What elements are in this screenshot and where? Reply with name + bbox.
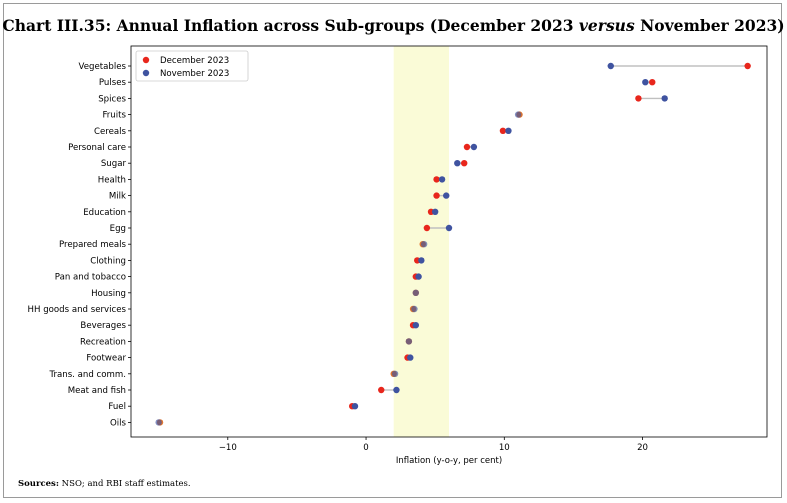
point-december <box>433 192 440 199</box>
plot-area <box>130 45 768 438</box>
y-tick-label: Spices <box>98 94 126 104</box>
legend-label: December 2023 <box>160 56 229 66</box>
legend-box <box>135 50 249 82</box>
y-tick-label: Trans. and comm. <box>48 370 126 380</box>
point-november <box>412 289 420 296</box>
point-december <box>744 62 751 70</box>
y-tick-label: Vegetables <box>79 62 127 72</box>
point-november <box>393 386 400 394</box>
point-november <box>420 241 428 248</box>
point-november <box>412 322 420 329</box>
y-tick-label: Prepared meals <box>59 240 127 250</box>
y-tick-label: Housing <box>91 289 126 299</box>
point-november <box>407 354 414 361</box>
y-tick-label: Recreation <box>80 337 126 347</box>
x-axis: −10 0 10 20 <box>219 437 648 453</box>
x-axis-label: Inflation (y-o-y, per cent) <box>396 456 502 466</box>
y-tick-label: Meat and fish <box>68 386 126 396</box>
x-tick-label: 20 <box>637 443 648 453</box>
point-november <box>514 111 522 118</box>
chart-frame <box>3 3 782 498</box>
point-december <box>378 386 385 394</box>
title-prefix: Chart III.35: Annual Inflation across Su… <box>2 16 579 35</box>
y-tick-label: Egg <box>110 224 126 234</box>
legend: December 2023 November 2023 <box>135 50 249 82</box>
y-tick-label: Oils <box>110 418 127 428</box>
point-november <box>415 273 422 280</box>
point-november <box>391 370 399 377</box>
y-tick-label: Fuel <box>108 402 126 412</box>
y-tick-label: Footwear <box>86 354 126 364</box>
point-november <box>470 143 478 151</box>
x-tick-label: −10 <box>219 443 237 453</box>
y-tick-label: Pan and tobacco <box>55 273 126 283</box>
point-december <box>423 224 431 232</box>
point-november <box>405 338 413 345</box>
legend-marker <box>142 69 150 77</box>
y-tick-label: Cereals <box>94 127 127 137</box>
point-december <box>635 95 642 102</box>
source-note: Sources: NSO; and RBI staff estimates. <box>18 479 191 489</box>
legend-marker <box>142 56 150 64</box>
point-december <box>649 79 656 86</box>
y-tick-label: Education <box>83 208 126 218</box>
title-versus: versus <box>578 16 635 35</box>
legend-label: November 2023 <box>160 69 229 79</box>
y-tick-label: Fruits <box>102 111 126 121</box>
point-november <box>351 403 359 410</box>
y-axis: Vegetables Pulses Spices Fruits Cereals Perso… <box>28 62 131 428</box>
series-marks <box>155 62 751 426</box>
y-tick-label: Milk <box>109 192 126 202</box>
point-november <box>505 127 512 134</box>
x-tick-label: 0 <box>363 443 368 453</box>
point-november <box>607 62 614 70</box>
y-tick-label: Sugar <box>101 159 127 169</box>
point-november <box>661 95 668 102</box>
y-tick-label: Beverages <box>80 321 126 331</box>
x-tick-label: 10 <box>499 443 510 453</box>
title-suffix: November 2023) <box>634 16 785 35</box>
y-tick-label: Personal care <box>68 143 126 153</box>
y-tick-label: Clothing <box>90 256 126 266</box>
point-november <box>411 305 418 313</box>
chart-title: Chart III.35: Annual Inflation across Su… <box>0 16 787 35</box>
point-november <box>642 79 649 86</box>
y-tick-label: HH goods and services <box>28 305 127 315</box>
point-november <box>454 160 461 167</box>
point-november <box>445 224 453 232</box>
point-november <box>431 208 439 215</box>
point-december <box>433 176 440 183</box>
point-december <box>463 143 471 151</box>
point-november <box>155 419 162 426</box>
y-tick-label: Pulses <box>99 78 127 88</box>
point-november <box>438 176 446 183</box>
point-december <box>499 127 507 134</box>
point-november <box>418 257 425 264</box>
source-label: Sources: <box>18 479 59 489</box>
y-tick-label: Health <box>98 175 126 185</box>
source-text: NSO; and RBI staff estimates. <box>58 479 191 489</box>
point-november <box>443 192 450 199</box>
point-december <box>461 160 468 167</box>
